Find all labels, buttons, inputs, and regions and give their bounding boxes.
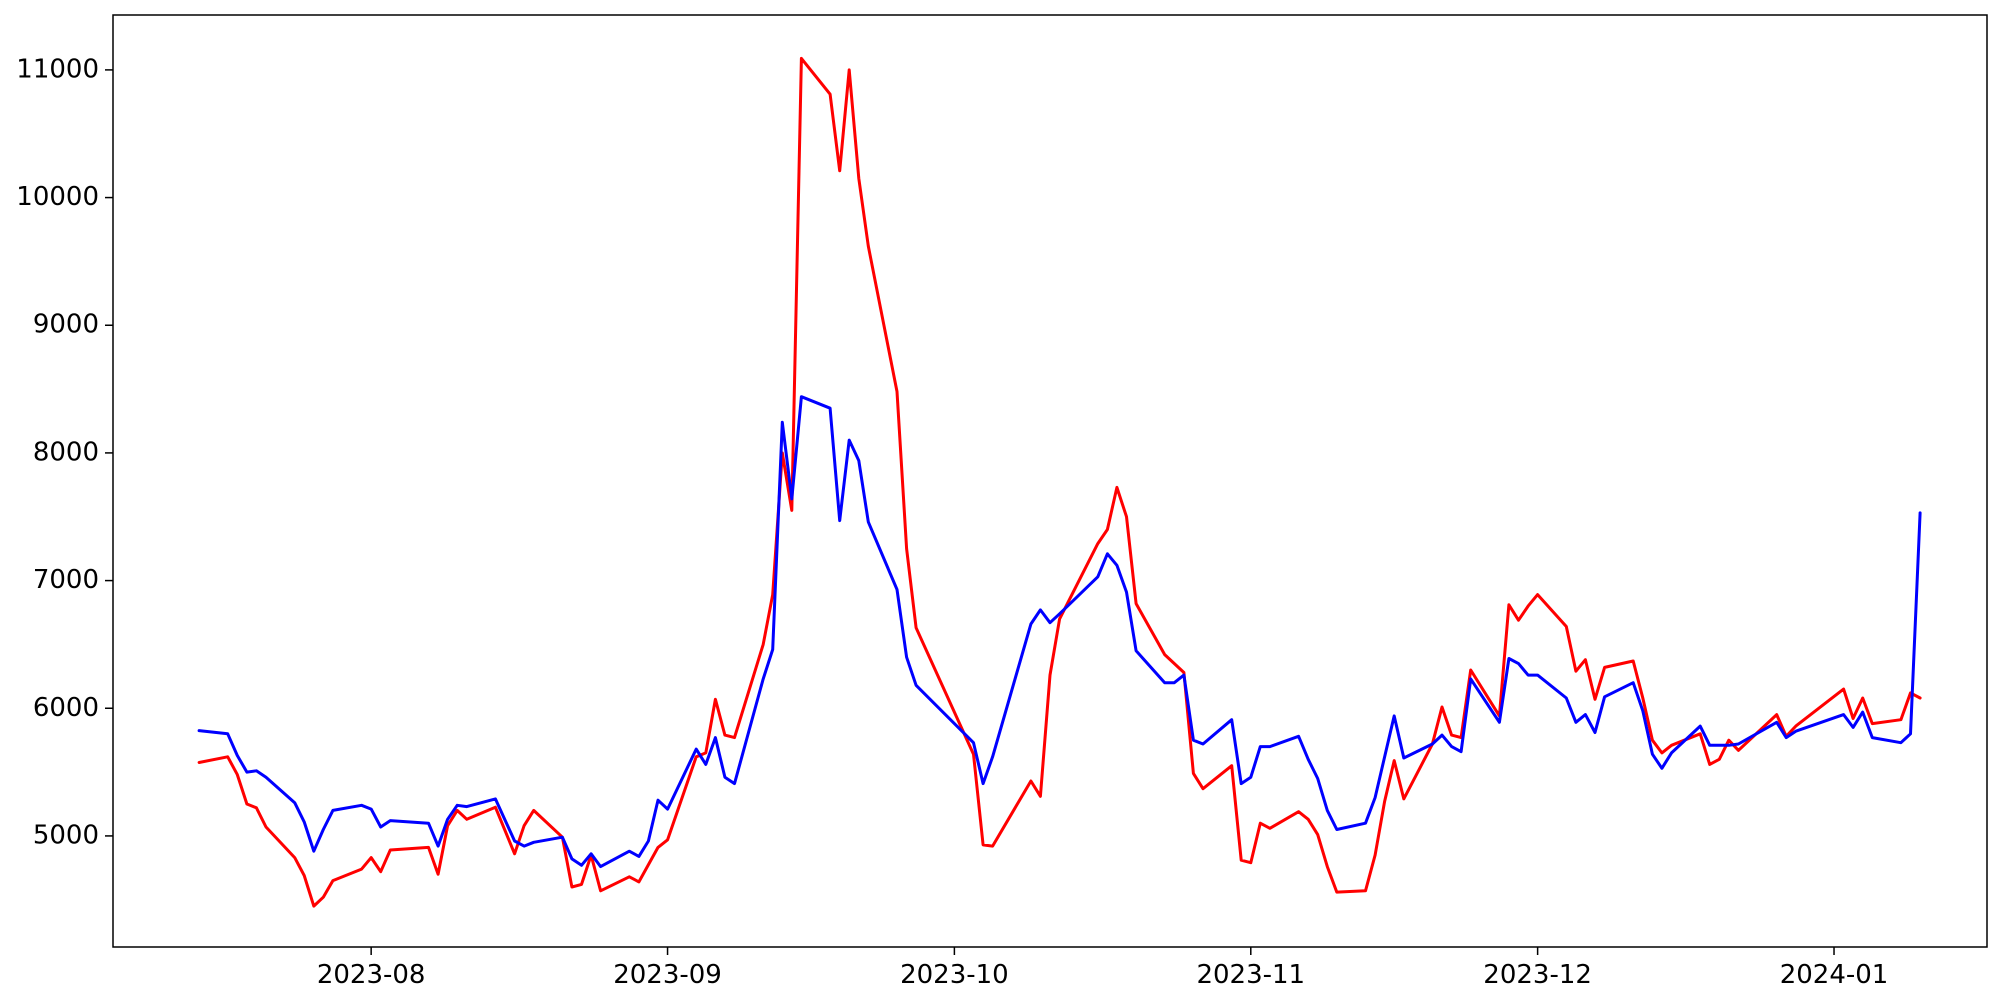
x-tick-label: 2024-01 (1780, 960, 1889, 990)
x-tick-label: 2023-08 (317, 960, 426, 990)
x-tick-label: 2023-10 (900, 960, 1009, 990)
plot-area (197, 56, 1922, 908)
x-tick-label: 2023-09 (613, 960, 722, 990)
x-axis: 2023-08 2023-09 2023-10 2023-11 2023-12 2024-… (317, 947, 1889, 990)
series-line-2 (197, 395, 1922, 869)
y-tick-label: 9000 (33, 310, 99, 340)
y-tick-label: 11000 (16, 54, 99, 84)
y-tick-label: 7000 (33, 565, 99, 595)
y-tick-label: 8000 (33, 437, 99, 467)
x-tick-label: 2023-11 (1196, 960, 1305, 990)
series-line-1 (197, 56, 1922, 908)
y-tick-label: 10000 (16, 182, 99, 212)
x-tick-label: 2023-12 (1483, 960, 1592, 990)
y-axis: 5000 6000 7000 8000 9000 10000 11000 (16, 54, 113, 850)
plot-frame (112, 14, 1988, 948)
y-tick-label: 6000 (33, 693, 99, 723)
y-tick-label: 5000 (33, 820, 99, 850)
